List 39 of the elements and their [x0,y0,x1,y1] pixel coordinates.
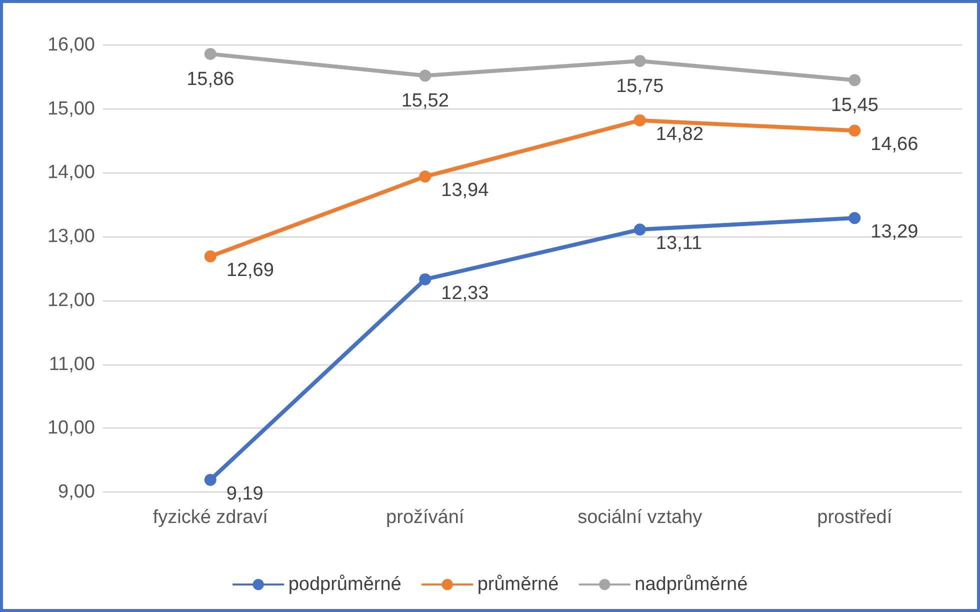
y-tick-label: 10,00 [47,418,95,439]
point [634,114,646,126]
data-label: 15,86 [186,68,234,90]
point [419,170,432,183]
data-label: 14,66 [870,134,918,156]
data-label: 14,82 [656,124,704,145]
data-label: 15,75 [616,76,664,97]
y-tick-label: 13,00 [47,226,95,248]
data-label: 13,29 [870,222,918,243]
y-tick-label: 12,00 [47,290,95,311]
point [634,54,646,67]
data-label: 12,69 [226,260,274,281]
data-label: 12,33 [441,282,489,304]
y-tick-label: 16,00 [47,34,95,56]
data-label: 13,94 [441,180,490,202]
point [204,250,216,262]
x-tick-label: prostředí [817,507,893,528]
y-tick-label: 11,00 [48,354,95,375]
point [204,474,216,486]
legend-label: podprůměrné [288,574,402,595]
point [848,124,861,137]
x-tick-label: fyzické zdraví [152,507,269,528]
point [419,70,432,82]
y-tick-label: 14,00 [47,162,95,184]
x-tick-label: sociální vztahy [578,507,703,528]
point [419,273,432,286]
data-label: 15,52 [401,90,449,112]
data-label: 15,45 [830,95,878,116]
point [634,224,646,236]
data-label: 9,19 [226,483,264,504]
point [848,74,861,86]
legend-label: průměrné [477,574,559,595]
point [204,48,216,60]
y-tick-label: 9,00 [58,482,95,502]
y-tick-label: 15,00 [47,98,95,120]
legend-label: nadprůměrné [634,574,748,595]
data-label: 13,11 [656,233,702,254]
point [848,212,861,224]
x-tick-label: prožívání [386,507,465,528]
